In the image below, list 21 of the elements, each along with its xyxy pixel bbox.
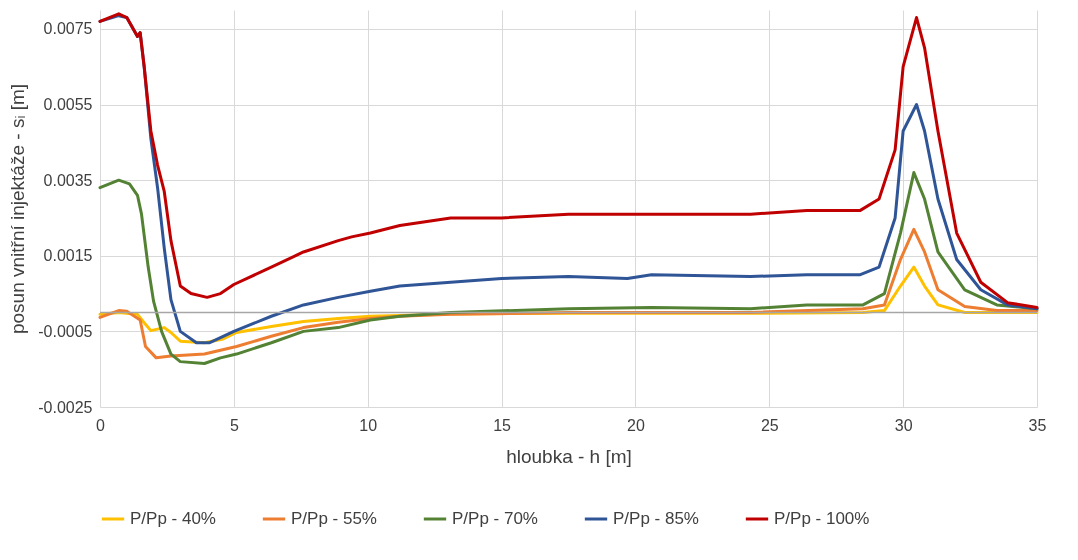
legend-label: P/Pp - 40% <box>130 509 216 528</box>
x-tick-label: 25 <box>760 416 779 434</box>
legend-label: P/Pp - 100% <box>774 509 870 528</box>
x-tick-label: 20 <box>627 416 645 434</box>
legend-label: P/Pp - 70% <box>452 509 538 528</box>
x-tick-label: 35 <box>1028 416 1047 434</box>
x-tick-label: 30 <box>894 416 913 434</box>
legend-label: P/Pp - 55% <box>291 509 377 528</box>
y-tick-label: 0.0075 <box>43 20 93 38</box>
y-tick-label: 0.0015 <box>43 247 93 265</box>
y-tick-label: -0.0025 <box>38 398 93 416</box>
y-tick-label: 0.0035 <box>43 171 93 189</box>
y-tick-label: -0.0005 <box>38 322 93 340</box>
x-tick-label: 15 <box>493 416 512 434</box>
legend-label: P/Pp - 85% <box>613 509 699 528</box>
y-tick-label: 0.0055 <box>43 96 93 114</box>
x-tick-label: 5 <box>229 416 239 434</box>
x-tick-label: 0 <box>96 416 106 434</box>
y-axis-title: posun vnitřní injektáže - sᵢ [m] <box>7 83 29 335</box>
x-axis-title: hloubka - h [m] <box>506 445 632 467</box>
x-tick-label: 10 <box>359 416 378 434</box>
